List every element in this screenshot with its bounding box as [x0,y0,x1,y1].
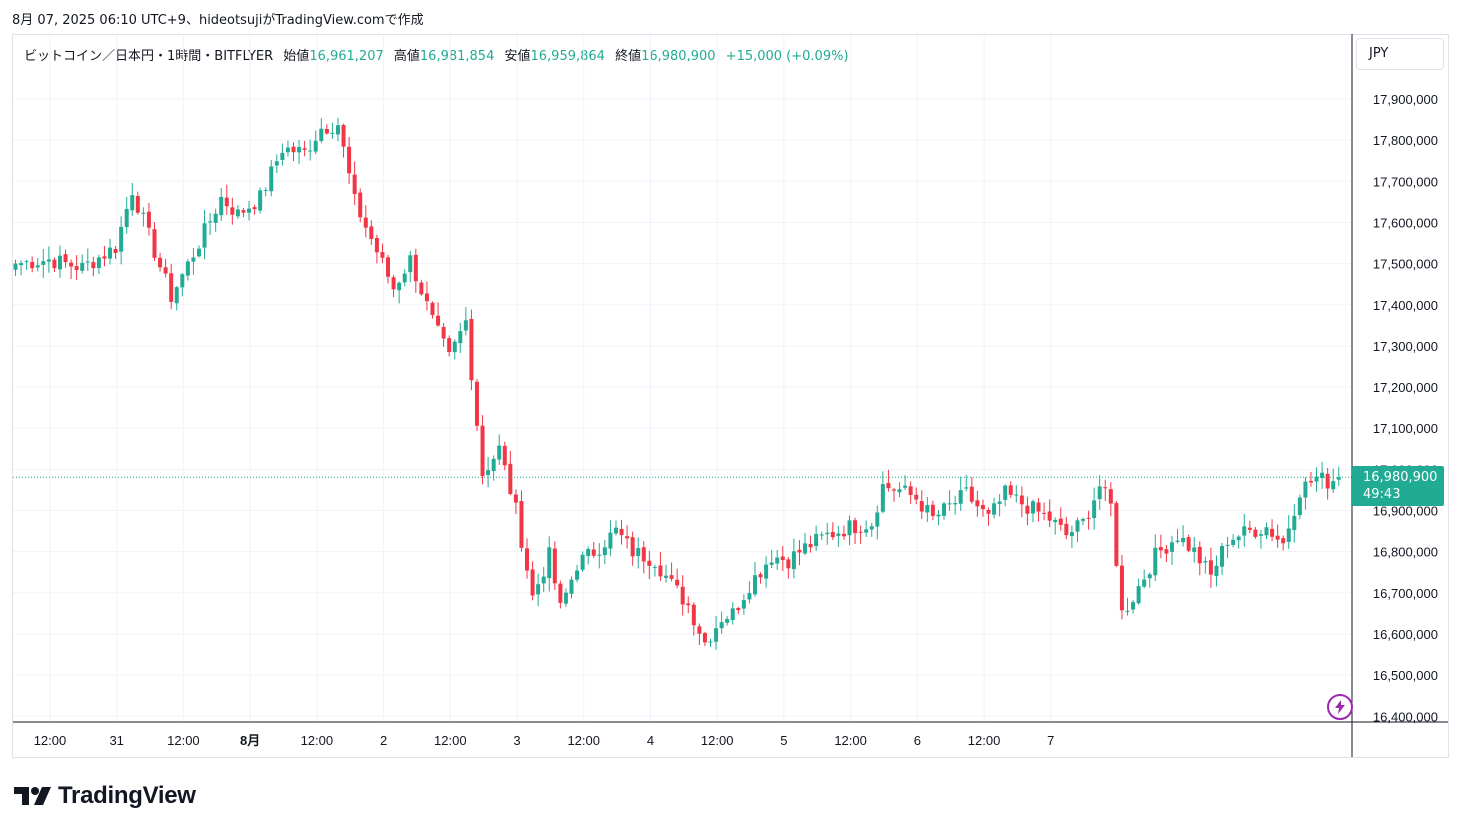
tradingview-logo-icon [14,787,51,805]
legend-low-label: 安値 [504,49,531,64]
legend-close-label: 終値 [615,49,642,64]
legend-open-label: 始値 [283,49,310,64]
last-price-value: 16,980,900 [1363,470,1438,486]
legend-low-value: 16,959,864 [530,49,605,64]
chart-frame [12,34,1449,758]
legend-symbol[interactable]: ビットコイン／日本円・1時間・BITFLYER [24,49,274,64]
symbol-legend: ビットコイン／日本円・1時間・BITFLYER 始値16,961,207 高値1… [24,45,849,64]
tradingview-brand[interactable]: TradingView [14,782,196,810]
legend-change-value: +15,000 (+0.09%) [725,49,849,64]
legend-close-value: 16,980,900 [641,49,716,64]
legend-high-value: 16,981,854 [419,49,495,64]
legend-open-value: 16,961,207 [309,49,384,64]
lightning-bolt-icon [1335,700,1345,714]
legend-high-label: 高値 [393,49,420,64]
bar-countdown: 49:43 [1363,487,1401,503]
currency-selector[interactable]: JPY [1356,38,1444,70]
lightning-bolt-button[interactable] [1327,694,1353,720]
brand-name: TradingView [58,782,196,809]
last-price-tag: 16,980,900 49:43 [1352,466,1444,507]
snapshot-caption: 8月 07, 2025 06:10 UTC+9、hideotsujiがTradi… [12,13,424,28]
